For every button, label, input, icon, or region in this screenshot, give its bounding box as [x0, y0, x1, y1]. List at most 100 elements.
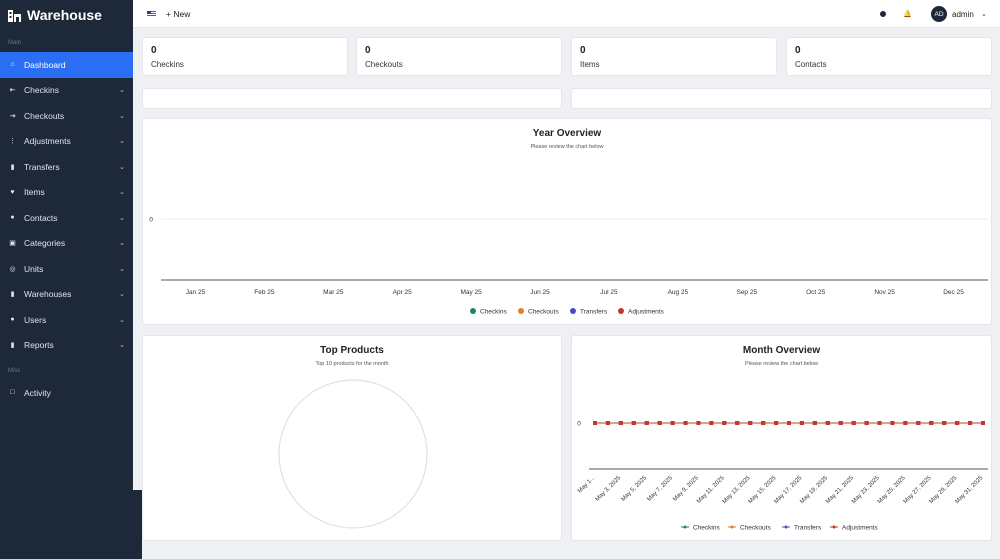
sidebar-misc-nav: □ Activity [0, 380, 133, 406]
sidebar-item-activity[interactable]: □ Activity [0, 380, 133, 406]
sidebar-item-adjustments[interactable]: ⋮ Adjustments ⌄ [0, 129, 133, 155]
chevron-down-icon: ⌄ [119, 214, 125, 222]
empty-panel-right [571, 88, 992, 109]
legend-marker [470, 308, 476, 314]
data-point [890, 421, 895, 425]
month-overview-card: Month Overview Please review the chart b… [571, 335, 992, 541]
stat-value: 0 [365, 45, 371, 56]
sidebar-item-label: Items [24, 187, 45, 198]
data-point [722, 421, 727, 425]
chart-subtitle: Please review the chart below [744, 361, 819, 367]
topbar: + New 🔔 AD admin ⌄ [133, 0, 1000, 28]
data-point [799, 421, 804, 425]
chevron-down-icon[interactable]: ⌄ [981, 11, 987, 18]
sidebar-item-label: Checkins [24, 85, 59, 96]
stat-value: 0 [580, 45, 586, 56]
chevron-down-icon: ⌄ [119, 265, 125, 273]
data-point [916, 421, 921, 425]
sidebar-item-transfers[interactable]: ▮ Transfers ⌄ [0, 154, 133, 180]
data-point [631, 421, 636, 425]
x-tick-label: May 3, 2025 [595, 475, 623, 503]
data-point [812, 421, 817, 425]
chart-subtitle: Top 10 products for the month [315, 361, 389, 367]
stat-card-items[interactable]: 0 Items [571, 37, 777, 76]
brand[interactable]: Warehouse [0, 0, 133, 30]
y-tick-label: 0 [577, 421, 581, 428]
data-point [774, 421, 779, 425]
sidebar-item-warehouses[interactable]: ▮ Warehouses ⌄ [0, 282, 133, 308]
x-tick-label: Jan 25 [186, 289, 206, 296]
sidebar-section-main: Main [8, 40, 22, 46]
new-button[interactable]: + New [166, 9, 191, 19]
sidebar-item-label: Categories [24, 238, 66, 249]
sidebar-item-users[interactable]: ● Users ⌄ [0, 307, 133, 333]
chart-subtitle: Please review the chart below [530, 144, 604, 150]
bar-chart-icon: ▮ [10, 342, 15, 350]
avatar[interactable]: AD [931, 6, 947, 22]
data-point [942, 421, 947, 425]
user-name[interactable]: admin [952, 10, 974, 19]
chevron-down-icon: ⌄ [119, 189, 125, 197]
sidebar-item-checkouts[interactable]: ⇥ Checkouts ⌄ [0, 103, 133, 129]
x-tick-label: May 31, 2025 [954, 475, 984, 505]
stat-card-checkouts[interactable]: 0 Checkouts [356, 37, 562, 76]
data-point [787, 421, 791, 425]
x-tick-label: Mar 25 [323, 289, 344, 296]
sidebar-item-items[interactable]: ♥ Items ⌄ [0, 180, 133, 206]
data-point [709, 421, 714, 425]
box-icon: ▣ [9, 240, 16, 248]
data-point [851, 421, 856, 425]
y-tick-label: 0 [149, 217, 153, 224]
bell-icon[interactable]: 🔔 [903, 11, 912, 18]
x-tick-label: May 7, 2025 [646, 475, 674, 503]
top-products-card: Top Products Top 10 products for the mon… [142, 335, 562, 541]
sidebar-item-label: Adjustments [24, 136, 71, 147]
chart-title: Year Overview [532, 128, 602, 139]
sidebar-section-misc: Misc [8, 368, 21, 374]
data-point [605, 421, 610, 425]
stat-card-contacts[interactable]: 0 Contacts [786, 37, 992, 76]
sidebar-item-label: Transfers [24, 161, 60, 172]
chart-title: Month Overview [742, 345, 821, 356]
legend-label: Checkins [693, 525, 720, 532]
top-products-pie [278, 379, 428, 529]
data-point [838, 421, 843, 425]
home-icon: ⌂ [10, 61, 15, 69]
data-point [735, 421, 740, 425]
chevron-down-icon: ⌄ [119, 87, 125, 95]
stat-label: Contacts [795, 60, 827, 69]
x-tick-label: Dec 25 [943, 289, 964, 296]
legend-marker [618, 308, 624, 314]
sidebar-item-reports[interactable]: ▮ Reports ⌄ [0, 333, 133, 359]
data-point [644, 421, 649, 425]
x-tick-label: May 1... [577, 475, 597, 495]
legend-label: Checkins [480, 309, 507, 316]
sidebar-item-contacts[interactable]: ● Contacts ⌄ [0, 205, 133, 231]
data-point [825, 421, 830, 425]
data-point [903, 421, 908, 425]
app-title: Warehouse [27, 7, 102, 23]
theme-toggle-icon[interactable] [880, 11, 886, 17]
sidebar-item-checkins[interactable]: ⇤ Checkins ⌄ [0, 78, 133, 104]
legend-label: Checkouts [528, 309, 559, 316]
data-point [955, 421, 960, 425]
stat-card-checkins[interactable]: 0 Checkins [142, 37, 348, 76]
x-tick-label: Nov 25 [874, 289, 895, 296]
sidebar-item-categories[interactable]: ▣ Categories ⌄ [0, 231, 133, 257]
sidebar-item-dashboard[interactable]: ⌂ Dashboard [0, 52, 133, 78]
sidebar-item-units[interactable]: ◎ Units ⌄ [0, 256, 133, 282]
legend-marker [570, 308, 576, 314]
sidebar-edge [133, 490, 142, 559]
heart-icon: ♥ [10, 188, 15, 196]
legend-label: Transfers [580, 309, 608, 316]
data-point [968, 421, 973, 425]
legend-label: Adjustments [628, 309, 665, 316]
truck-icon: ▮ [10, 163, 15, 171]
data-point [748, 421, 753, 425]
sidebar-item-label: Activity [24, 387, 51, 398]
chevron-down-icon: ⌄ [119, 163, 125, 171]
sidebar-item-label: Checkouts [24, 110, 65, 121]
pie-placeholder-circle [278, 379, 428, 529]
us-flag-icon[interactable] [147, 11, 156, 17]
